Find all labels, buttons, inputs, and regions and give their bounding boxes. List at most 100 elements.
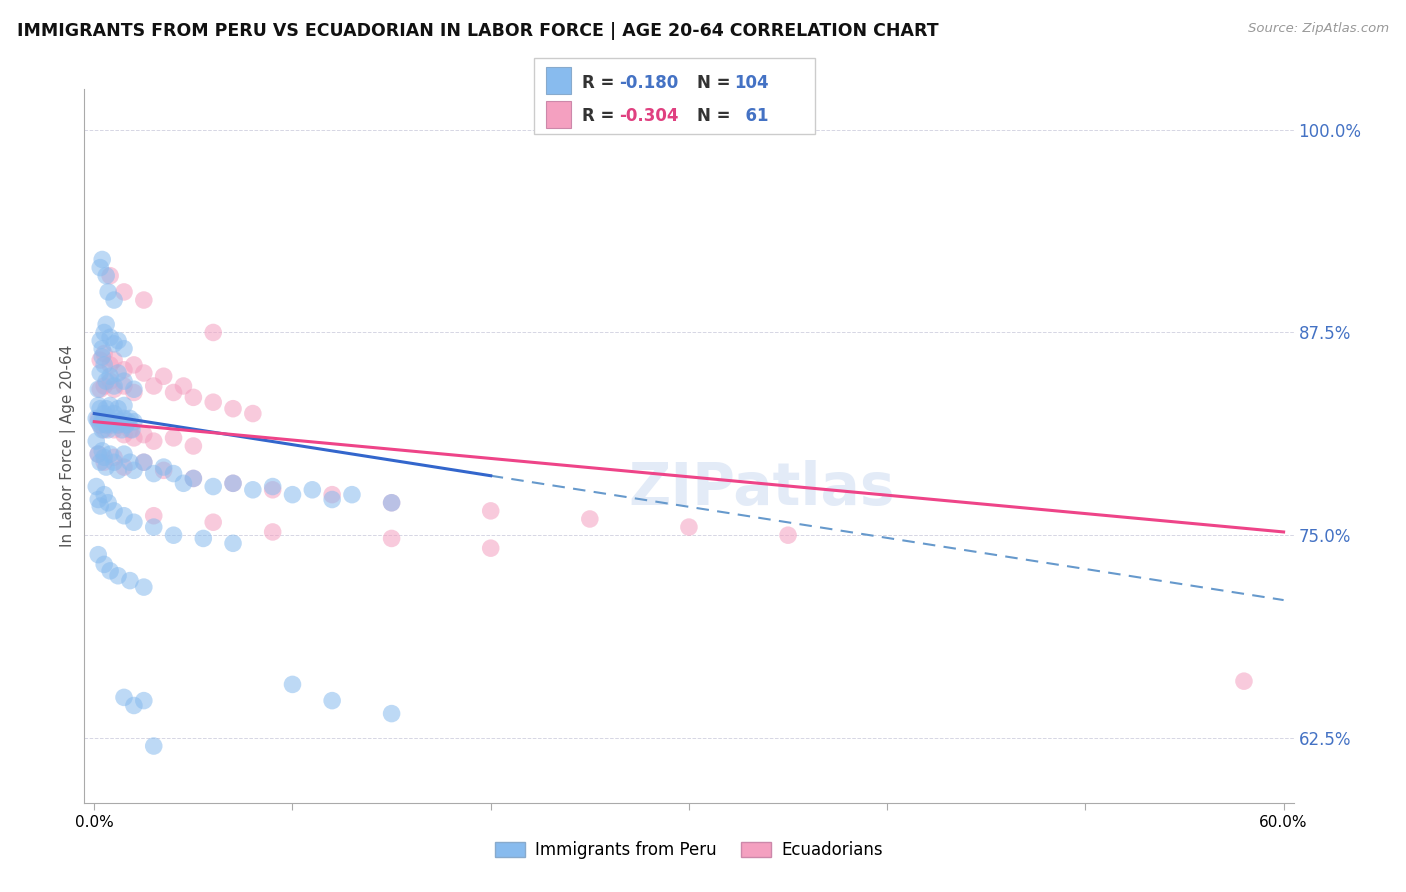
Point <box>97 496 120 510</box>
Legend: Immigrants from Peru, Ecuadorians: Immigrants from Peru, Ecuadorians <box>488 835 890 866</box>
Point <box>89 455 111 469</box>
Point <box>89 334 111 348</box>
Point <box>87 447 110 461</box>
Point <box>96 318 118 332</box>
Text: IMMIGRANTS FROM PERU VS ECUADORIAN IN LABOR FORCE | AGE 20-64 CORRELATION CHART: IMMIGRANTS FROM PERU VS ECUADORIAN IN LA… <box>17 22 938 40</box>
Point <box>301 483 323 497</box>
Point <box>107 463 129 477</box>
Point <box>107 568 129 582</box>
Point <box>84 479 107 493</box>
Point <box>122 515 145 529</box>
Point <box>112 342 135 356</box>
Point <box>142 739 165 753</box>
Point <box>93 415 115 429</box>
Text: 104: 104 <box>734 74 769 92</box>
Point <box>142 508 165 523</box>
Point <box>281 677 304 691</box>
Point <box>132 293 155 307</box>
Point <box>202 326 225 340</box>
Point <box>132 455 155 469</box>
Point <box>87 411 110 425</box>
Point <box>381 496 404 510</box>
Point <box>84 434 107 449</box>
Point <box>89 401 111 416</box>
Point <box>112 447 135 461</box>
Point <box>103 382 125 396</box>
Point <box>107 401 129 416</box>
Point <box>93 450 115 465</box>
Point <box>183 390 205 404</box>
Point <box>87 492 110 507</box>
Point <box>96 374 118 388</box>
Point <box>262 483 284 497</box>
Point <box>122 358 145 372</box>
Point <box>381 532 404 546</box>
Point <box>579 512 602 526</box>
Point <box>172 476 194 491</box>
Point <box>93 379 115 393</box>
Point <box>112 427 135 442</box>
Point <box>98 369 121 384</box>
Point <box>96 417 118 432</box>
Point <box>202 395 225 409</box>
Point <box>103 504 125 518</box>
Point <box>89 417 111 432</box>
Point <box>107 417 129 432</box>
Point <box>172 379 194 393</box>
Point <box>91 423 114 437</box>
Point <box>91 342 114 356</box>
Point <box>93 346 115 360</box>
Point <box>103 450 125 465</box>
Point <box>118 455 141 469</box>
Text: N =: N = <box>697 74 737 92</box>
Point <box>118 423 141 437</box>
Point <box>152 463 174 477</box>
Point <box>112 363 135 377</box>
Point <box>118 411 141 425</box>
Text: -0.304: -0.304 <box>619 107 678 125</box>
Point <box>152 369 174 384</box>
Point <box>479 541 502 556</box>
Text: ZIPatlas: ZIPatlas <box>628 460 894 517</box>
Point <box>183 439 205 453</box>
Point <box>122 382 145 396</box>
Point <box>122 431 145 445</box>
Point <box>93 423 115 437</box>
Point <box>97 423 120 437</box>
Text: R =: R = <box>582 74 620 92</box>
Point <box>96 460 118 475</box>
Point <box>162 467 184 481</box>
Point <box>132 693 155 707</box>
Point <box>98 358 121 372</box>
Point <box>97 285 120 299</box>
Point <box>89 260 111 275</box>
Point <box>107 366 129 380</box>
Point <box>381 496 404 510</box>
Point <box>202 479 225 493</box>
Point <box>89 366 111 380</box>
Text: N =: N = <box>697 107 737 125</box>
Point <box>262 479 284 493</box>
Point <box>142 434 165 449</box>
Point <box>105 411 128 425</box>
Text: Source: ZipAtlas.com: Source: ZipAtlas.com <box>1249 22 1389 36</box>
Point <box>103 415 125 429</box>
Point <box>89 499 111 513</box>
Point <box>152 460 174 475</box>
Text: R =: R = <box>582 107 620 125</box>
Point <box>112 508 135 523</box>
Point <box>101 417 124 432</box>
Point <box>112 285 135 299</box>
Point <box>89 382 111 396</box>
Text: 61: 61 <box>734 107 769 125</box>
Point <box>107 334 129 348</box>
Point <box>91 252 114 267</box>
Point <box>162 431 184 445</box>
Point <box>222 476 245 491</box>
Point <box>202 515 225 529</box>
Point <box>98 330 121 344</box>
Point <box>121 423 143 437</box>
Point <box>193 532 215 546</box>
Point <box>242 483 264 497</box>
Point <box>132 427 155 442</box>
